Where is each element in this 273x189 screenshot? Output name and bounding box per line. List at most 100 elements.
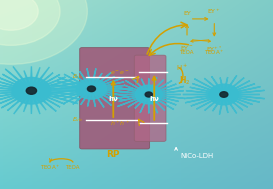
Polygon shape <box>54 88 84 89</box>
Polygon shape <box>131 77 147 92</box>
Polygon shape <box>40 91 83 95</box>
Text: $e^- e^-$: $e^- e^-$ <box>110 69 130 77</box>
Polygon shape <box>227 97 243 110</box>
Polygon shape <box>224 77 228 91</box>
Polygon shape <box>197 97 219 109</box>
Polygon shape <box>154 86 184 93</box>
Polygon shape <box>32 67 40 86</box>
Text: EY$^-$: EY$^-$ <box>180 44 194 52</box>
Text: $h^+ h^+$: $h^+ h^+$ <box>110 119 130 128</box>
Polygon shape <box>98 90 129 97</box>
Polygon shape <box>32 95 40 114</box>
Polygon shape <box>57 81 85 88</box>
Text: TEOA: TEOA <box>65 165 80 170</box>
Polygon shape <box>152 97 174 110</box>
Polygon shape <box>111 94 142 95</box>
Polygon shape <box>119 96 143 101</box>
Polygon shape <box>114 95 143 98</box>
Polygon shape <box>14 95 29 114</box>
Polygon shape <box>184 95 217 98</box>
Polygon shape <box>91 92 95 107</box>
Polygon shape <box>124 85 144 93</box>
Text: $E_{vb}$: $E_{vb}$ <box>72 115 83 125</box>
Polygon shape <box>128 97 145 107</box>
Circle shape <box>145 92 152 97</box>
Polygon shape <box>64 74 87 87</box>
Polygon shape <box>5 69 28 87</box>
Text: EY$^{+*}$: EY$^{+*}$ <box>206 44 222 54</box>
Polygon shape <box>0 83 23 90</box>
Polygon shape <box>186 91 217 94</box>
Polygon shape <box>191 96 218 106</box>
Polygon shape <box>2 74 26 88</box>
Text: hν: hν <box>108 96 118 102</box>
Polygon shape <box>194 79 219 92</box>
Polygon shape <box>231 90 265 94</box>
Polygon shape <box>154 96 179 101</box>
Polygon shape <box>38 93 65 104</box>
Polygon shape <box>39 93 78 104</box>
Polygon shape <box>112 91 143 94</box>
Polygon shape <box>190 87 218 93</box>
Text: NiCo-LDH: NiCo-LDH <box>180 153 213 159</box>
Polygon shape <box>23 95 31 112</box>
Polygon shape <box>213 98 222 111</box>
Circle shape <box>87 86 96 92</box>
Polygon shape <box>152 81 172 92</box>
Circle shape <box>135 85 162 104</box>
Polygon shape <box>183 94 217 95</box>
Polygon shape <box>155 91 184 94</box>
Polygon shape <box>231 95 265 99</box>
Circle shape <box>0 0 60 45</box>
Polygon shape <box>229 84 255 93</box>
Polygon shape <box>1 94 26 108</box>
Polygon shape <box>73 92 88 104</box>
Polygon shape <box>50 89 85 93</box>
Polygon shape <box>231 94 260 95</box>
Text: EY: EY <box>183 11 191 16</box>
Polygon shape <box>38 77 66 88</box>
Polygon shape <box>228 97 248 107</box>
Polygon shape <box>117 96 144 106</box>
Polygon shape <box>151 80 164 92</box>
Polygon shape <box>31 95 32 114</box>
Polygon shape <box>41 90 78 91</box>
Text: H$^+$: H$^+$ <box>176 63 188 73</box>
FancyBboxPatch shape <box>80 48 150 149</box>
Polygon shape <box>0 93 25 105</box>
Polygon shape <box>34 95 46 110</box>
Polygon shape <box>40 92 82 100</box>
Polygon shape <box>0 77 25 88</box>
Polygon shape <box>0 91 22 94</box>
Polygon shape <box>61 91 86 99</box>
Polygon shape <box>51 85 85 88</box>
Polygon shape <box>63 91 87 104</box>
Polygon shape <box>0 80 24 89</box>
Polygon shape <box>153 84 176 93</box>
Polygon shape <box>112 86 143 93</box>
Polygon shape <box>229 96 253 105</box>
Polygon shape <box>212 76 222 91</box>
Polygon shape <box>220 77 224 91</box>
Polygon shape <box>227 78 244 92</box>
Polygon shape <box>40 82 79 90</box>
Polygon shape <box>141 79 148 91</box>
Polygon shape <box>192 84 218 93</box>
Polygon shape <box>55 90 85 97</box>
Polygon shape <box>155 95 185 98</box>
Text: H$_2$: H$_2$ <box>179 74 190 87</box>
Polygon shape <box>0 92 23 99</box>
Polygon shape <box>228 81 250 92</box>
Circle shape <box>0 0 87 64</box>
Polygon shape <box>98 85 125 88</box>
Polygon shape <box>13 66 29 87</box>
Polygon shape <box>98 82 124 88</box>
Text: TEOA: TEOA <box>179 50 194 55</box>
Text: RP: RP <box>106 149 120 159</box>
Polygon shape <box>96 76 115 87</box>
Polygon shape <box>94 92 111 105</box>
Text: EY$^+$: EY$^+$ <box>207 7 221 16</box>
Polygon shape <box>35 94 56 111</box>
Polygon shape <box>58 77 86 87</box>
FancyBboxPatch shape <box>134 55 166 141</box>
